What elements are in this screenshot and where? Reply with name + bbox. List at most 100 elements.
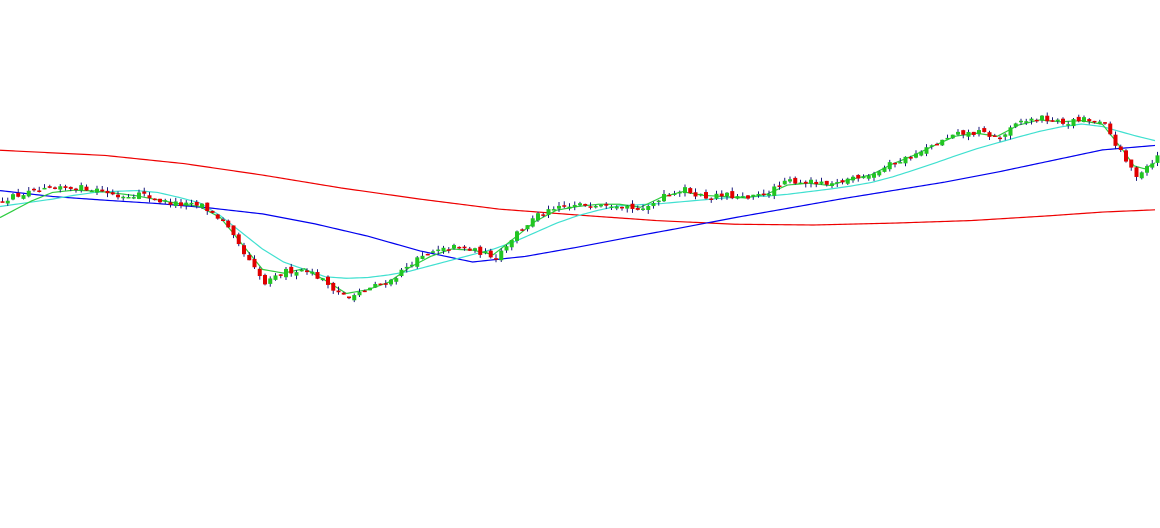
candle-down — [1045, 115, 1050, 122]
candle-down — [541, 214, 546, 216]
candle-down — [1050, 120, 1055, 122]
candle-down — [998, 137, 1002, 140]
candle-up — [525, 225, 530, 230]
candle-up — [845, 178, 850, 184]
candle-up — [798, 182, 803, 185]
candle-up — [26, 190, 31, 197]
candle-up — [389, 279, 393, 285]
candle-down — [730, 191, 735, 199]
candle-down — [105, 190, 110, 194]
candle-down — [635, 208, 640, 210]
candle-up — [410, 264, 414, 267]
candle-down — [840, 180, 845, 183]
candle-up — [940, 139, 945, 146]
candle-down — [971, 131, 976, 135]
candle-down — [84, 186, 89, 191]
candle-up — [662, 193, 666, 202]
candle-down — [179, 202, 183, 206]
candle-down — [457, 246, 462, 249]
candle-down — [620, 206, 624, 209]
candle-up — [373, 283, 378, 288]
candle-up — [1145, 166, 1149, 173]
candle-down — [1076, 116, 1081, 122]
candle-down — [326, 276, 330, 285]
candle-up — [420, 255, 425, 259]
candle-down — [1113, 134, 1118, 146]
candle-up — [683, 187, 687, 194]
candle-up — [284, 268, 288, 278]
candle-up — [415, 257, 420, 267]
candle-down — [1134, 167, 1139, 177]
candle-down — [63, 186, 68, 188]
candle-up — [5, 200, 10, 204]
candle-up — [919, 151, 924, 156]
candle-up — [357, 292, 362, 296]
candle-up — [698, 193, 703, 196]
candle-down — [719, 193, 724, 197]
candle-down — [158, 198, 162, 203]
candle-down — [32, 188, 36, 191]
candle-down — [1103, 122, 1107, 124]
candle-down — [1118, 146, 1123, 150]
candle-down — [793, 177, 798, 184]
candle-up — [1071, 119, 1076, 127]
candle-up — [268, 278, 273, 284]
candle-up — [578, 203, 582, 206]
candle-down — [987, 132, 992, 137]
candle-up — [431, 251, 435, 253]
candle-down — [110, 192, 115, 195]
candle-down — [1124, 150, 1128, 162]
candle-up — [441, 247, 446, 252]
candle-up — [599, 204, 603, 207]
candle-up — [835, 182, 840, 184]
candle-down — [53, 187, 57, 189]
candle-up — [966, 131, 971, 137]
candle-up — [1029, 118, 1034, 121]
candle-up — [609, 206, 614, 208]
ma-short-line — [0, 119, 1156, 295]
candle-up — [767, 194, 771, 196]
candle-down — [446, 249, 451, 251]
ma-very-long-line — [0, 149, 1156, 226]
candle-down — [152, 198, 157, 201]
candle-down — [242, 245, 246, 255]
candle-up — [772, 186, 777, 196]
candle-up — [1055, 119, 1060, 122]
candle-up — [572, 204, 577, 208]
candle-down — [263, 274, 267, 285]
candle-up — [861, 176, 866, 179]
candle-down — [1092, 120, 1097, 123]
candle-up — [714, 193, 719, 199]
candle-up — [1139, 172, 1144, 179]
candle-down — [777, 185, 782, 187]
candle-up — [452, 244, 456, 249]
candle-up — [725, 192, 729, 197]
candle-up — [756, 193, 761, 196]
candle-down — [74, 188, 78, 191]
candle-up — [882, 167, 887, 172]
candle-up — [399, 269, 404, 276]
candle-down — [693, 192, 698, 197]
candle-up — [394, 278, 399, 282]
candle-down — [992, 135, 997, 137]
candle-down — [341, 292, 346, 295]
candle-up — [567, 206, 572, 209]
candle-up — [672, 193, 677, 195]
candle-up — [499, 250, 504, 261]
candle-down — [494, 258, 498, 260]
candle-down — [704, 192, 708, 199]
candle-down — [247, 255, 252, 261]
candle-up — [651, 202, 656, 207]
candle-up — [21, 195, 26, 199]
candle-down — [305, 270, 309, 273]
candle-down — [278, 274, 283, 276]
candle-up — [536, 213, 540, 221]
candle-up — [898, 162, 903, 164]
candle-down — [803, 181, 808, 184]
candle-down — [378, 283, 383, 286]
candle-up — [126, 196, 131, 199]
candle-up — [866, 175, 871, 179]
